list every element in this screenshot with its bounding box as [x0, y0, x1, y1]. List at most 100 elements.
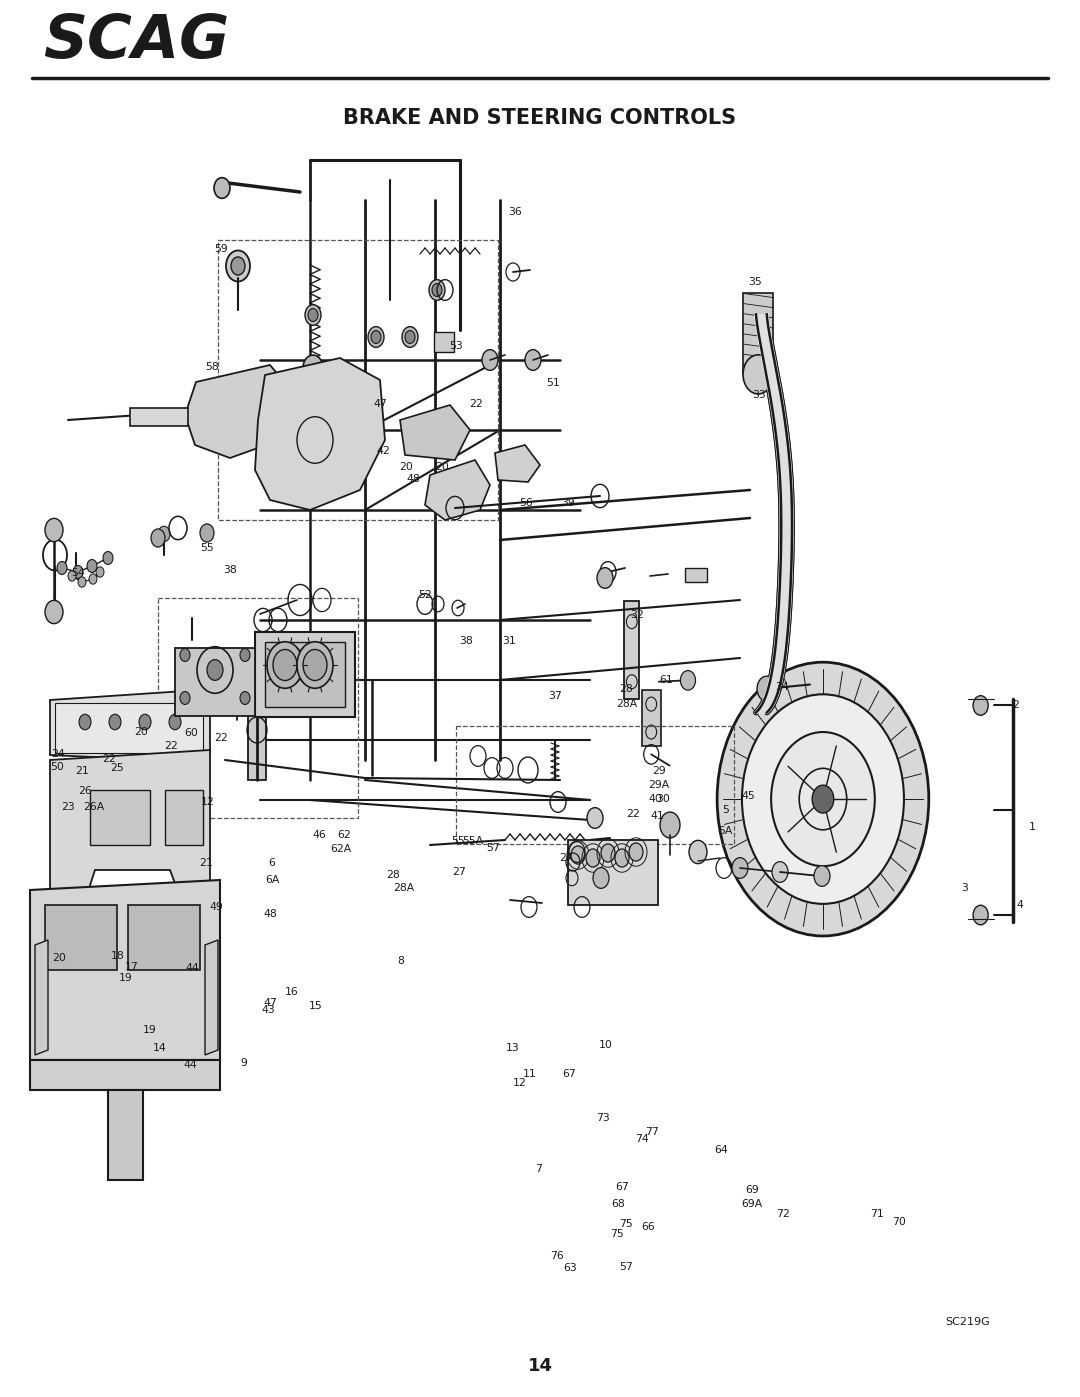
Text: 75: 75	[620, 1218, 633, 1229]
Text: 69: 69	[745, 1185, 758, 1196]
Circle shape	[600, 844, 615, 862]
Text: 67: 67	[616, 1182, 629, 1193]
Text: 72: 72	[777, 1208, 789, 1220]
Text: 22: 22	[215, 732, 228, 743]
Circle shape	[180, 648, 190, 661]
Text: 44: 44	[186, 963, 199, 974]
Text: 33: 33	[753, 390, 766, 401]
Circle shape	[432, 284, 442, 296]
Text: SCAG: SCAG	[43, 13, 229, 71]
Text: 11: 11	[523, 1069, 536, 1080]
Circle shape	[757, 676, 777, 701]
Text: 56: 56	[519, 497, 532, 509]
Polygon shape	[400, 405, 470, 460]
Circle shape	[78, 577, 86, 587]
Text: 23: 23	[62, 802, 75, 813]
Text: 19: 19	[144, 1024, 157, 1035]
Circle shape	[814, 866, 831, 886]
Text: 64: 64	[715, 1144, 728, 1155]
Circle shape	[96, 567, 104, 577]
Circle shape	[214, 177, 230, 198]
Text: 62A: 62A	[330, 844, 352, 855]
Text: 57: 57	[620, 1261, 633, 1273]
Text: 75: 75	[610, 1228, 623, 1239]
Circle shape	[305, 305, 321, 326]
Circle shape	[79, 714, 91, 729]
Text: 2: 2	[1012, 700, 1018, 711]
Polygon shape	[35, 940, 48, 1055]
Text: 61: 61	[660, 675, 673, 686]
Text: 3: 3	[961, 883, 968, 894]
Bar	[456, 726, 734, 844]
Text: 58: 58	[205, 362, 218, 373]
Text: 39: 39	[562, 497, 575, 509]
Circle shape	[68, 571, 76, 581]
Text: SC219G: SC219G	[945, 1317, 989, 1327]
Circle shape	[240, 648, 249, 661]
Bar	[158, 598, 357, 819]
Polygon shape	[205, 940, 218, 1055]
Circle shape	[267, 641, 303, 689]
Text: 63: 63	[564, 1263, 577, 1274]
Text: 29A: 29A	[648, 780, 670, 791]
Circle shape	[45, 518, 63, 542]
Circle shape	[732, 858, 748, 879]
Circle shape	[89, 574, 97, 584]
Bar	[624, 601, 639, 698]
Bar	[165, 789, 203, 845]
Text: 48: 48	[264, 908, 276, 919]
Circle shape	[660, 812, 680, 838]
Bar	[129, 905, 200, 970]
Text: 35: 35	[748, 277, 761, 288]
Circle shape	[207, 659, 222, 680]
Text: 21: 21	[76, 766, 89, 777]
Circle shape	[429, 279, 445, 300]
Text: 59: 59	[215, 243, 228, 254]
Circle shape	[200, 524, 214, 542]
Circle shape	[180, 692, 190, 704]
Text: 12: 12	[513, 1077, 526, 1088]
Circle shape	[629, 842, 643, 861]
Circle shape	[308, 309, 318, 321]
Polygon shape	[50, 690, 210, 761]
Text: 20: 20	[53, 953, 66, 964]
Circle shape	[231, 257, 245, 275]
Polygon shape	[30, 880, 220, 1060]
Text: 45: 45	[742, 791, 755, 802]
Text: 22: 22	[103, 753, 116, 764]
Text: 26: 26	[79, 785, 92, 796]
Circle shape	[372, 331, 381, 344]
Text: 13: 13	[507, 1042, 519, 1053]
Circle shape	[158, 527, 170, 542]
Text: 4: 4	[1016, 900, 1023, 911]
Text: 28A: 28A	[616, 698, 637, 710]
Text: 40: 40	[649, 793, 662, 805]
Text: 43: 43	[261, 1004, 274, 1016]
Text: 26A: 26A	[83, 802, 105, 813]
Circle shape	[139, 714, 151, 729]
Text: 70: 70	[892, 1217, 905, 1228]
Text: 5: 5	[723, 805, 729, 816]
Text: 73: 73	[596, 1112, 609, 1123]
Circle shape	[812, 785, 834, 813]
Circle shape	[771, 732, 875, 866]
Text: 15: 15	[309, 1000, 322, 1011]
Bar	[90, 789, 150, 845]
Text: BRAKE AND STEERING CONTROLS: BRAKE AND STEERING CONTROLS	[343, 108, 737, 129]
Text: 17: 17	[125, 961, 138, 972]
Circle shape	[588, 807, 603, 828]
Polygon shape	[495, 446, 540, 482]
Text: 10: 10	[599, 1039, 612, 1051]
Circle shape	[405, 331, 415, 344]
Circle shape	[297, 641, 333, 689]
Text: 71: 71	[870, 1208, 883, 1220]
Text: 74: 74	[635, 1133, 648, 1144]
Bar	[265, 643, 345, 707]
Text: 38: 38	[460, 636, 473, 647]
Circle shape	[303, 650, 327, 680]
Text: 41: 41	[651, 810, 664, 821]
Circle shape	[772, 862, 788, 883]
Polygon shape	[185, 365, 295, 458]
Bar	[218, 240, 498, 520]
Circle shape	[151, 529, 165, 548]
